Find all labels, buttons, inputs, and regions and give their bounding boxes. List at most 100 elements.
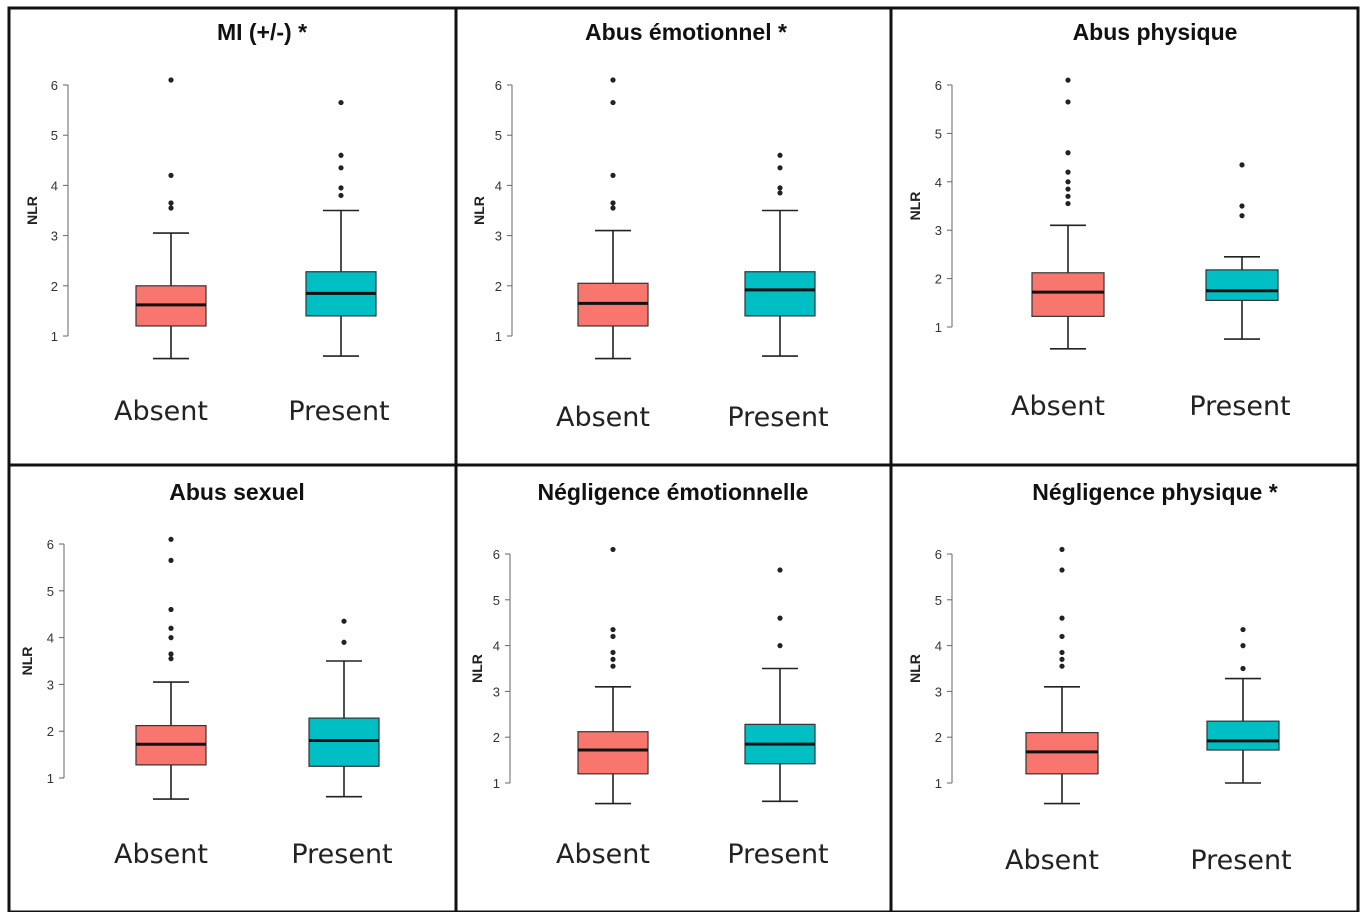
outlier-point [1065, 193, 1071, 199]
outer-border [7, 6, 1360, 912]
y-tick-label: 3 [47, 677, 54, 692]
outlier-point [168, 625, 174, 631]
y-tick-label: 1 [935, 320, 942, 335]
category-label-present: Present [288, 396, 389, 427]
outlier-point [610, 172, 616, 178]
outlier-point [168, 557, 174, 563]
outlier-point [610, 99, 616, 106]
iqr-box [577, 731, 649, 775]
outlier-point [168, 651, 174, 657]
outlier-point [610, 205, 616, 211]
box-absent [577, 77, 649, 360]
outlier-point [338, 192, 344, 199]
outlier-point [338, 185, 344, 191]
category-label-present: Present [1190, 845, 1291, 876]
outlier-point [1059, 649, 1065, 656]
y-tick-label: 1 [493, 776, 500, 791]
iqr-box [1206, 720, 1280, 751]
y-tick-label: 6 [493, 547, 500, 562]
outlier-point [777, 165, 783, 171]
y-tick-label: 2 [493, 730, 500, 745]
y-tick-label: 2 [935, 272, 942, 287]
category-label-present: Present [727, 839, 828, 870]
y-tick-label: 6 [51, 78, 58, 93]
outlier-point [1059, 633, 1065, 640]
outlier-point [1065, 179, 1071, 185]
category-label-present: Present [291, 839, 392, 870]
outlier-point [338, 165, 344, 171]
y-tick-label: 4 [495, 178, 502, 193]
category-label-absent: Absent [556, 839, 650, 870]
y-tick-label: 5 [51, 128, 58, 143]
y-tick-label: 3 [935, 223, 942, 238]
y-tick-label: 3 [495, 229, 502, 244]
outlier-point [1065, 186, 1071, 192]
category-label-absent: Absent [114, 839, 208, 870]
iqr-box [1205, 269, 1279, 301]
y-tick-label: 6 [495, 78, 502, 93]
outlier-point [1240, 665, 1246, 672]
chart-panel: Négligence émotionnelle NLR 1 2 3 4 5 6 Absent Pr… [469, 479, 829, 870]
outlier-point [610, 77, 616, 83]
y-tick-label: 3 [493, 684, 500, 699]
y-tick-label: 4 [935, 175, 942, 190]
y-axis-label: NLR [907, 654, 923, 683]
y-tick-label: 6 [935, 78, 942, 93]
iqr-box [1031, 272, 1105, 317]
outlier-point [610, 663, 616, 669]
outlier-point [168, 200, 174, 206]
chart-title: Négligence émotionnelle [538, 479, 809, 505]
outlier-point [168, 77, 174, 83]
y-tick-label: 5 [47, 584, 54, 599]
y-tick-label: 2 [935, 730, 942, 745]
category-label-absent: Absent [1005, 845, 1099, 876]
y-axis-label: NLR [24, 196, 40, 225]
y-tick-label: 1 [495, 329, 502, 344]
chart-panel: Abus sexuel NLR 1 2 3 4 5 6 Absent Present [19, 479, 393, 870]
y-tick-label: 4 [493, 639, 500, 654]
y-tick-label: 3 [935, 684, 942, 699]
category-label-present: Present [1189, 391, 1290, 422]
outlier-point [777, 185, 783, 191]
outlier-point [168, 606, 174, 613]
outlier-point [168, 536, 174, 542]
outlier-point [610, 546, 616, 553]
box-present [744, 152, 816, 357]
outlier-point [610, 649, 616, 656]
y-tick-label: 1 [47, 771, 54, 786]
outlier-point [1059, 567, 1065, 573]
outlier-point [1065, 200, 1071, 207]
outlier-point [1065, 77, 1071, 83]
chart-panel: Abus physique NLR 1 2 3 4 5 6 Absent Present [907, 19, 1291, 422]
outlier-point [1065, 150, 1071, 156]
outlier-point [1240, 626, 1246, 633]
outlier-point [777, 615, 783, 621]
box-absent [577, 546, 649, 805]
outlier-point [168, 205, 174, 211]
outlier-point [1065, 99, 1071, 105]
y-tick-label: 6 [47, 537, 54, 552]
outlier-point [1240, 643, 1246, 649]
iqr-box [744, 271, 816, 317]
outlier-point [1239, 213, 1245, 219]
category-label-absent: Absent [1011, 391, 1105, 422]
outlier-point [610, 200, 616, 206]
y-tick-label: 5 [935, 593, 942, 608]
chart-title: Abus sexuel [169, 479, 305, 505]
outlier-point [168, 656, 174, 662]
category-label-present: Present [727, 402, 828, 433]
y-axis-label: NLR [471, 196, 487, 225]
y-tick-label: 4 [935, 639, 942, 654]
outlier-point [777, 643, 783, 649]
outlier-point [1239, 203, 1245, 209]
category-label-absent: Absent [114, 396, 208, 427]
outlier-point [1059, 546, 1065, 553]
y-axis-label: NLR [19, 647, 35, 676]
box-present [744, 567, 816, 803]
outlier-point [1059, 615, 1065, 621]
grid-frame [7, 6, 1360, 912]
chart-panel: MI (+/-) * NLR 1 2 3 4 5 6 Absent Present [24, 19, 390, 427]
outlier-point [1065, 169, 1071, 175]
